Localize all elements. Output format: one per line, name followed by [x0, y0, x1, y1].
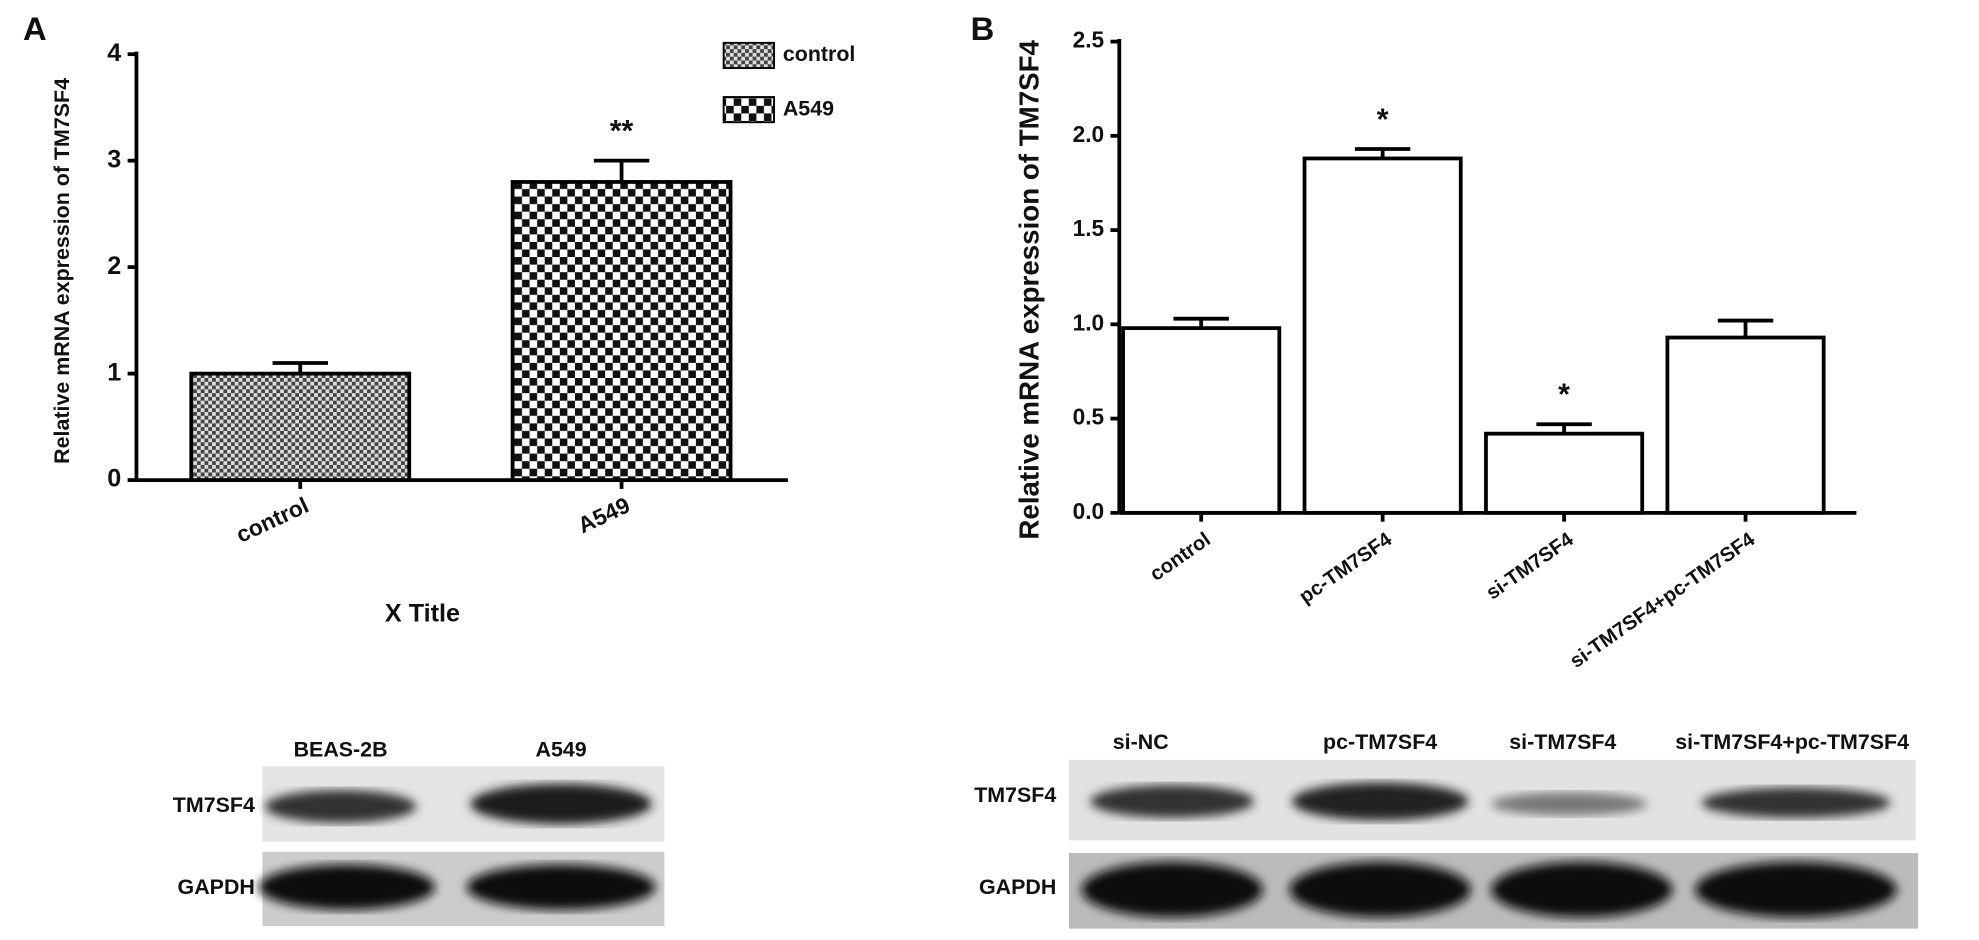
y-axis-label: Relative mRNA expression of TM7SF4 [1013, 39, 1044, 539]
panel-label: A [23, 10, 47, 47]
x-tick-label: pc-TM7SF4 [1295, 528, 1396, 608]
bar [1302, 156, 1463, 515]
y-tick-label: 1 [107, 358, 121, 386]
x-axis-label: X Title [385, 600, 460, 628]
y-tick-label: 0.5 [1073, 404, 1105, 430]
legend-label: A549 [783, 96, 834, 120]
y-tick-label: 2 [107, 252, 121, 280]
lane-label: A549 [535, 738, 586, 762]
lane-label: pc-TM7SF4 [1323, 730, 1437, 754]
x-tick-label: si-TM7SF4+pc-TM7SF4 [1566, 528, 1760, 673]
significance: * [1377, 103, 1389, 136]
significance: ** [610, 115, 634, 148]
x-tick-label: si-TM7SF4 [1482, 528, 1578, 604]
lane-label: BEAS-2B [294, 738, 388, 762]
row-label: TM7SF4 [173, 793, 255, 817]
row-label: GAPDH [979, 875, 1056, 899]
legend-label: control [783, 42, 856, 66]
y-tick-label: 4 [107, 39, 121, 67]
blot-a [258, 766, 665, 927]
y-tick-label: 1.5 [1073, 215, 1105, 241]
x-tick-label: control [1146, 528, 1215, 585]
bar [189, 371, 412, 482]
row-label: TM7SF4 [974, 783, 1056, 807]
legend-swatch [722, 41, 775, 69]
blot-b [1068, 759, 1919, 929]
legend-swatch [722, 96, 775, 124]
row-label: GAPDH [178, 875, 255, 899]
lane-label: si-NC [1113, 730, 1169, 754]
bar [1484, 431, 1645, 515]
lane-label: si-TM7SF4+pc-TM7SF4 [1675, 730, 1909, 754]
y-tick-label: 3 [107, 145, 121, 173]
x-tick-label: A549 [574, 492, 634, 538]
lane-label: si-TM7SF4 [1509, 730, 1616, 754]
x-tick-label: control [232, 492, 313, 548]
bar [1665, 335, 1826, 515]
y-tick-label: 2.5 [1073, 27, 1105, 53]
panel-label: B [971, 10, 995, 47]
significance: * [1558, 379, 1570, 412]
y-axis-label: Relative mRNA expression of TM7SF4 [50, 78, 74, 464]
y-tick-label: 0.0 [1073, 498, 1105, 524]
y-tick-label: 1.0 [1073, 309, 1105, 335]
y-tick-label: 0 [107, 465, 121, 493]
y-tick-label: 2.0 [1073, 121, 1105, 147]
bar [1121, 326, 1282, 515]
bar [510, 180, 733, 482]
